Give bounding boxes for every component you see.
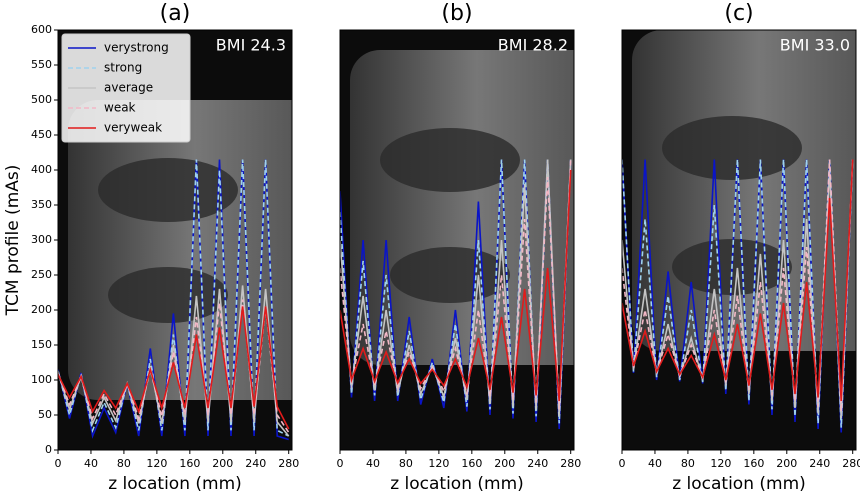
plot-frame — [621, 29, 857, 451]
y-tick-label: 250 — [31, 268, 52, 281]
x-tick-label: 160 — [743, 457, 764, 470]
image-cavity — [380, 128, 520, 192]
x-tick-label: 40 — [84, 457, 98, 470]
legend-label: verystrong — [104, 41, 169, 55]
x-tick-label: 40 — [366, 457, 380, 470]
y-tick-label: 200 — [31, 303, 52, 316]
series-line — [58, 306, 290, 430]
x-tick-label: 80 — [399, 457, 413, 470]
legend-box — [61, 33, 191, 143]
panel-title: (a) — [160, 1, 191, 26]
annotation: BMI 24.3 — [216, 36, 286, 55]
x-tick-label: 0 — [55, 457, 62, 470]
x-tick-label: 200 — [212, 457, 233, 470]
x-tick-label: 280 — [278, 457, 299, 470]
y-tick-label: 100 — [31, 373, 52, 386]
legend-label: veryweak — [104, 121, 162, 135]
y-tick-label: 300 — [31, 233, 52, 246]
panel-title: (c) — [724, 1, 753, 26]
y-tick-label: 400 — [31, 163, 52, 176]
y-tick-label: 450 — [31, 128, 52, 141]
x-axis-label: z location (mm) — [108, 474, 242, 494]
panel: 0 40 80 120 160 200 240 280 (b) z location (mm) BM… — [337, 1, 582, 494]
legend: verystrong strong average weak veryweak — [61, 33, 191, 143]
panel: 0 40 80 120 160 200 240 280 0 50 100 150 200 250 300 35… — [3, 1, 299, 494]
image-body — [632, 30, 856, 351]
image-cavity — [390, 247, 510, 303]
ct-image — [622, 30, 856, 450]
series-line — [58, 299, 290, 433]
x-tick-label: 80 — [681, 457, 695, 470]
x-axis-label: z location (mm) — [672, 474, 806, 494]
ct-image — [340, 30, 574, 450]
x-tick-label: 280 — [560, 457, 581, 470]
legend-label: weak — [104, 101, 136, 115]
annotation: BMI 28.2 — [498, 36, 568, 55]
x-tick-label: 160 — [179, 457, 200, 470]
x-tick-label: 40 — [648, 457, 662, 470]
x-tick-label: 280 — [842, 457, 860, 470]
series-line — [622, 159, 854, 419]
annotation: BMI 33.0 — [780, 36, 850, 55]
y-tick-label: 50 — [38, 408, 52, 421]
x-tick-label: 80 — [117, 457, 131, 470]
y-tick-label: 350 — [31, 198, 52, 211]
series-line — [340, 159, 572, 410]
image-cavity — [662, 116, 802, 180]
panel: 0 40 80 120 160 200 240 280 (c) z location (mm) BM… — [619, 1, 860, 494]
x-tick-label: 240 — [245, 457, 266, 470]
legend-label: average — [104, 81, 153, 95]
image-body — [350, 50, 574, 365]
y-tick-label: 150 — [31, 338, 52, 351]
legend-label: strong — [104, 61, 142, 75]
x-tick-label: 240 — [809, 457, 830, 470]
x-axis-label: z location (mm) — [390, 474, 524, 494]
image-body — [68, 100, 292, 400]
series-line — [340, 169, 572, 402]
x-tick-label: 0 — [619, 457, 626, 470]
series-line — [340, 159, 572, 417]
series-line — [622, 159, 854, 402]
x-tick-label: 200 — [776, 457, 797, 470]
plot-frame — [339, 29, 575, 451]
series-group — [340, 159, 572, 430]
x-tick-label: 120 — [428, 457, 449, 470]
x-tick-label: 120 — [710, 457, 731, 470]
series-line — [58, 159, 290, 437]
series-group — [622, 159, 854, 433]
y-tick-label: 550 — [31, 58, 52, 71]
y-axis-label: TCM profile (mAs) — [3, 165, 23, 317]
x-tick-label: 240 — [527, 457, 548, 470]
panel-title: (b) — [441, 1, 472, 26]
y-tick-label: 500 — [31, 93, 52, 106]
image-cavity — [98, 158, 238, 222]
y-tick-label: 0 — [45, 443, 52, 456]
image-cavity — [108, 267, 228, 323]
y-tick-label: 600 — [31, 23, 52, 36]
x-tick-label: 120 — [146, 457, 167, 470]
series-group — [58, 159, 290, 441]
x-tick-label: 200 — [494, 457, 515, 470]
x-tick-label: 0 — [337, 457, 344, 470]
x-tick-label: 160 — [461, 457, 482, 470]
